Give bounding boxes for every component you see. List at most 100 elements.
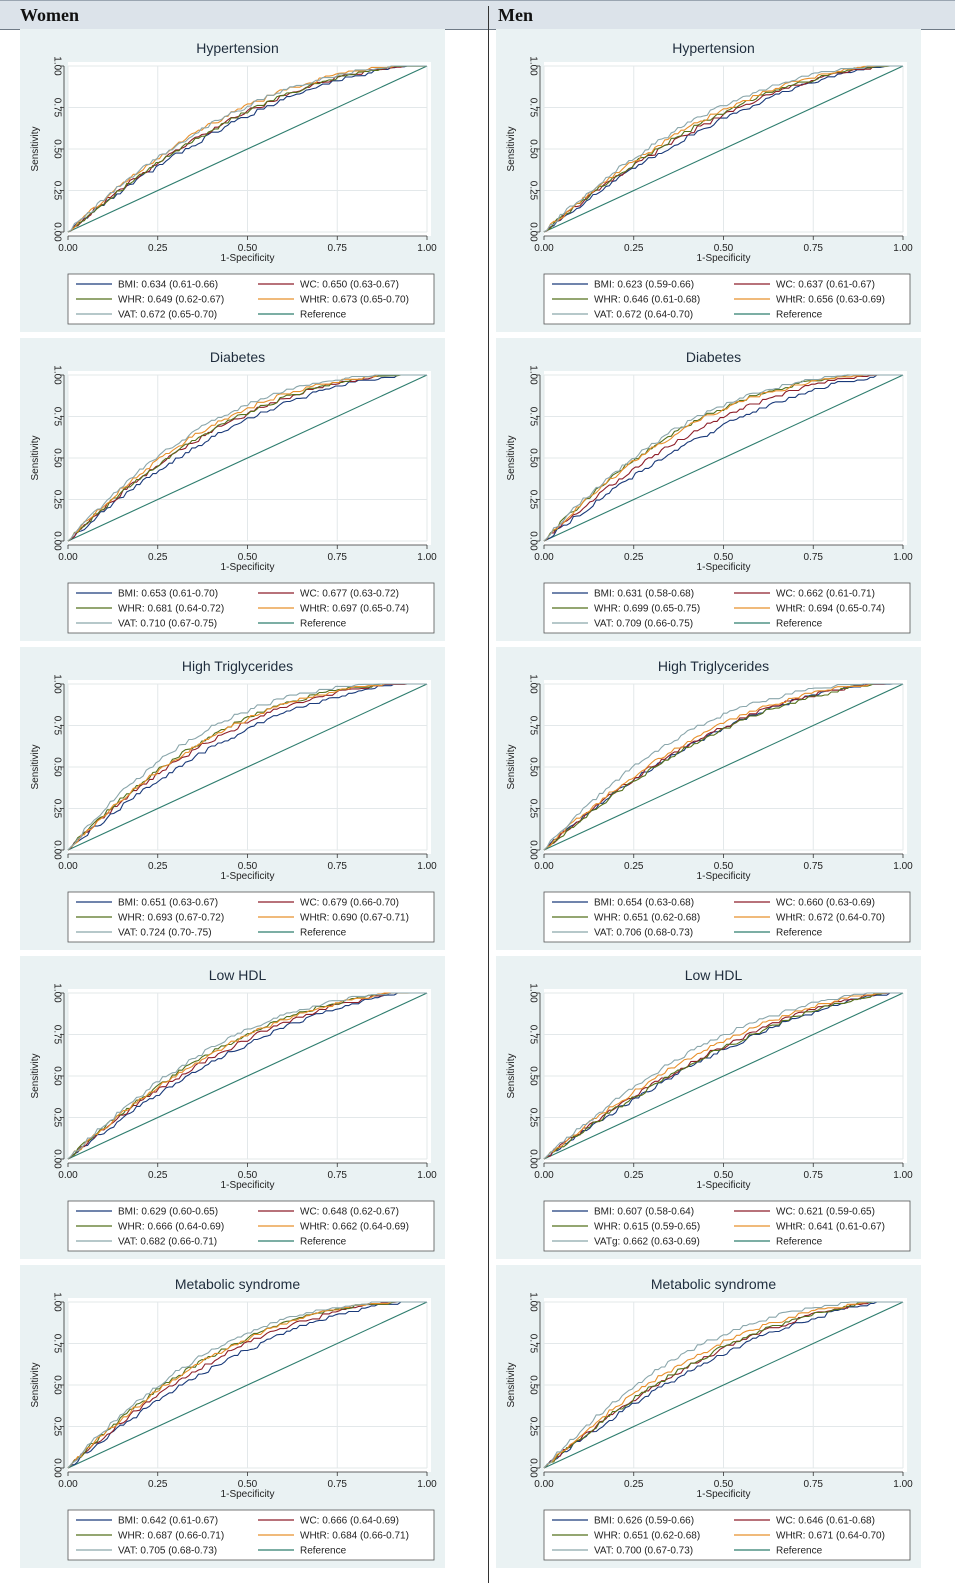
women-metabolic-syndrome-chart: Metabolic syndrome 0.00 0.25 0.50 0.75 1.00 0.… bbox=[30, 1276, 437, 1561]
whtr-legend-label: WHtR: 0.694 (0.65-0.74) bbox=[776, 604, 885, 615]
y-tick-label: 0.25 bbox=[527, 1108, 538, 1128]
x-tick-label: 0.25 bbox=[624, 861, 644, 872]
reference-legend-label: Reference bbox=[300, 1546, 347, 1557]
whr-legend-label: WHR: 0.693 (0.67-0.72) bbox=[118, 913, 224, 924]
x-tick-label: 0.50 bbox=[238, 1170, 258, 1181]
vat-legend-label: VAT: 0.724 (0.70-.75) bbox=[118, 928, 212, 939]
wc-legend-label: WC: 0.679 (0.66-0.70) bbox=[300, 898, 399, 909]
y-tick-label: 1.00 bbox=[51, 56, 62, 76]
bmi-legend-label: BMI: 0.629 (0.60-0.65) bbox=[118, 1207, 218, 1218]
y-tick-label: 0.50 bbox=[527, 1375, 538, 1395]
bmi-legend-label: BMI: 0.631 (0.58-0.68) bbox=[594, 589, 694, 600]
y-axis-label: Sensitivity bbox=[30, 744, 41, 789]
wc-roc-curve bbox=[67, 683, 427, 851]
y-tick-label: 0.25 bbox=[51, 490, 62, 510]
x-tick-label: 0.25 bbox=[624, 243, 644, 254]
wc-legend-label: WC: 0.646 (0.61-0.68) bbox=[776, 1516, 875, 1527]
reference-legend-label: Reference bbox=[776, 1237, 823, 1248]
men-high-triglycerides-panel: High Triglycerides 0.00 0.25 0.50 0.75 1.00 0.… bbox=[496, 647, 921, 950]
y-tick-label: 0.00 bbox=[527, 840, 538, 860]
y-tick-label: 0.00 bbox=[51, 840, 62, 860]
y-tick-label: 0.25 bbox=[527, 181, 538, 201]
x-tick-label: 0.50 bbox=[714, 243, 734, 254]
chart-title: Diabetes bbox=[686, 349, 741, 365]
vat-legend-label: VAT: 0.672 (0.64-0.70) bbox=[594, 310, 693, 321]
y-tick-label: 0.25 bbox=[51, 1108, 62, 1128]
bmi-roc-curve bbox=[67, 683, 427, 851]
wc-legend-label: WC: 0.660 (0.63-0.69) bbox=[776, 898, 875, 909]
legend-box bbox=[67, 273, 435, 325]
whtr-legend-label: WHtR: 0.662 (0.64-0.69) bbox=[300, 1222, 409, 1233]
reference-roc-curve bbox=[67, 374, 428, 542]
y-tick-label: 0.75 bbox=[51, 716, 62, 736]
women-low-hdl-panel: Low HDL 0.00 0.25 0.50 0.75 1.00 0.00 0.25 0.50 0… bbox=[20, 956, 445, 1259]
x-axis-label: 1-Specificity bbox=[221, 253, 275, 264]
x-tick-label: 0.25 bbox=[148, 1170, 168, 1181]
whr-roc-curve bbox=[543, 374, 903, 542]
y-tick-label: 0.75 bbox=[527, 407, 538, 427]
x-tick-label: 0.50 bbox=[238, 1479, 258, 1490]
y-tick-label: 0.75 bbox=[51, 407, 62, 427]
bmi-legend-label: BMI: 0.654 (0.63-0.68) bbox=[594, 898, 694, 909]
y-tick-label: 0.00 bbox=[51, 1458, 62, 1478]
y-tick-label: 0.50 bbox=[51, 1375, 62, 1395]
y-tick-label: 0.50 bbox=[51, 139, 62, 159]
x-axis-label: 1-Specificity bbox=[697, 1489, 751, 1500]
vat-roc-curve bbox=[67, 683, 427, 851]
chart-title: Low HDL bbox=[209, 967, 267, 983]
vat-roc-curve bbox=[543, 65, 903, 233]
men-low-hdl-chart: Low HDL 0.00 0.25 0.50 0.75 1.00 0.00 0.25 0.50 0… bbox=[506, 967, 913, 1252]
legend: BMI: 0.653 (0.61-0.70) WC: 0.677 (0.63-0.… bbox=[67, 582, 435, 634]
wc-legend-label: WC: 0.662 (0.61-0.71) bbox=[776, 589, 875, 600]
wc-roc-curve bbox=[67, 374, 427, 542]
x-axis-label: 1-Specificity bbox=[697, 871, 751, 882]
whr-legend-label: WHR: 0.646 (0.61-0.68) bbox=[594, 295, 700, 306]
y-tick-label: 0.75 bbox=[527, 1334, 538, 1354]
y-tick-label: 0.00 bbox=[527, 531, 538, 551]
men-hypertension-chart: Hypertension 0.00 0.25 0.50 0.75 1.00 0.00 0.25… bbox=[506, 40, 913, 325]
x-tick-label: 0.50 bbox=[238, 861, 258, 872]
x-tick-label: 0.25 bbox=[148, 861, 168, 872]
legend-box bbox=[543, 1509, 911, 1561]
whtr-roc-curve bbox=[543, 374, 903, 542]
x-axis-label: 1-Specificity bbox=[697, 253, 751, 264]
reference-legend-label: Reference bbox=[776, 619, 823, 630]
y-tick-label: 0.25 bbox=[527, 1417, 538, 1437]
x-tick-label: 1.00 bbox=[893, 1479, 913, 1490]
whtr-legend-label: WHtR: 0.641 (0.61-0.67) bbox=[776, 1222, 885, 1233]
whr-legend-label: WHR: 0.681 (0.64-0.72) bbox=[118, 604, 224, 615]
bmi-roc-curve bbox=[543, 1301, 903, 1469]
legend: BMI: 0.607 (0.58-0.64) WC: 0.621 (0.59-0.… bbox=[543, 1200, 911, 1252]
reference-roc-curve bbox=[67, 65, 428, 233]
x-tick-label: 0.00 bbox=[534, 1479, 554, 1490]
women-hypertension-chart: Hypertension 0.00 0.25 0.50 0.75 1.00 0.00 0.25… bbox=[30, 40, 437, 325]
legend-box bbox=[543, 1200, 911, 1252]
whr-legend-label: WHR: 0.666 (0.64-0.69) bbox=[118, 1222, 224, 1233]
whr-legend-label: WHR: 0.687 (0.66-0.71) bbox=[118, 1531, 224, 1542]
y-tick-label: 0.00 bbox=[527, 1149, 538, 1169]
legend-box bbox=[543, 891, 911, 943]
y-tick-label: 0.00 bbox=[51, 1149, 62, 1169]
men-diabetes-chart: Diabetes 0.00 0.25 0.50 0.75 1.00 0.00 0.25 0.50… bbox=[506, 349, 913, 634]
wc-legend-label: WC: 0.677 (0.63-0.72) bbox=[300, 589, 399, 600]
legend-box bbox=[543, 582, 911, 634]
men-column-header: Men bbox=[498, 5, 533, 25]
y-tick-label: 0.50 bbox=[527, 139, 538, 159]
whr-legend-label: WHR: 0.699 (0.65-0.75) bbox=[594, 604, 700, 615]
bmi-legend-label: BMI: 0.653 (0.61-0.70) bbox=[118, 589, 218, 600]
legend-box bbox=[543, 273, 911, 325]
y-tick-label: 1.00 bbox=[51, 1292, 62, 1312]
vat-legend-label: VAT: 0.672 (0.65-0.70) bbox=[118, 310, 217, 321]
x-tick-label: 1.00 bbox=[893, 243, 913, 254]
whtr-roc-curve bbox=[543, 1301, 903, 1469]
x-axis-label: 1-Specificity bbox=[697, 562, 751, 573]
x-tick-label: 0.75 bbox=[804, 861, 824, 872]
legend: BMI: 0.654 (0.63-0.68) WC: 0.660 (0.63-0.… bbox=[543, 891, 911, 943]
vat-roc-curve bbox=[543, 992, 903, 1160]
legend: BMI: 0.631 (0.58-0.68) WC: 0.662 (0.61-0.… bbox=[543, 582, 911, 634]
x-tick-label: 1.00 bbox=[417, 552, 437, 563]
x-tick-label: 0.25 bbox=[148, 243, 168, 254]
legend: BMI: 0.629 (0.60-0.65) WC: 0.648 (0.62-0.… bbox=[67, 1200, 435, 1252]
vat-legend-label: VAT: 0.705 (0.68-0.73) bbox=[118, 1546, 217, 1557]
men-metabolic-syndrome-chart: Metabolic syndrome 0.00 0.25 0.50 0.75 1.00 0.… bbox=[506, 1276, 913, 1561]
